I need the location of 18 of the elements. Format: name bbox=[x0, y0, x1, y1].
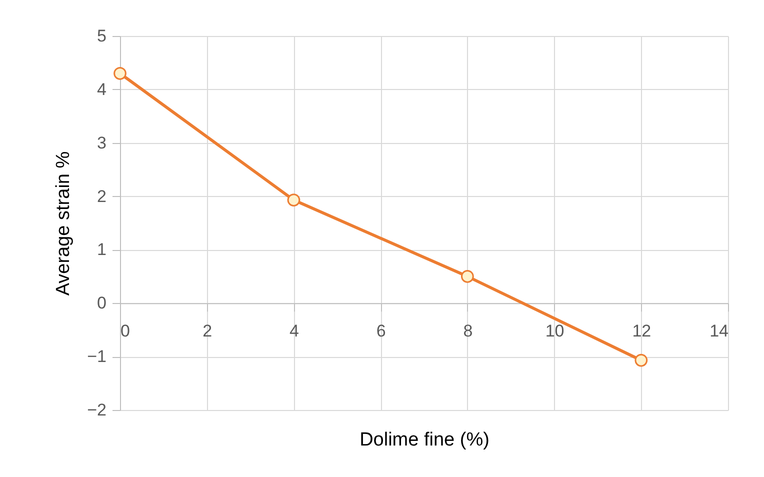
x-tick-label: 8 bbox=[463, 322, 473, 341]
x-tick-label: 12 bbox=[632, 322, 652, 341]
y-tick-label: 4 bbox=[97, 80, 106, 99]
y-tick-label: 3 bbox=[97, 133, 106, 152]
x-tick-label: 6 bbox=[376, 322, 386, 341]
x-tick-label: 2 bbox=[202, 322, 212, 341]
y-tick-label: 0 bbox=[97, 294, 106, 313]
y-tick-label: −2 bbox=[87, 400, 106, 420]
y-axis-title: Average strain % bbox=[53, 151, 74, 296]
y-tick-label: −1 bbox=[87, 347, 106, 366]
y-tick-label: 5 bbox=[97, 26, 106, 46]
x-tick-label: 4 bbox=[289, 322, 299, 341]
y-tick-label: 1 bbox=[97, 240, 106, 260]
x-tick-label: 0 bbox=[120, 322, 130, 341]
x-axis-title: Dolime fine (%) bbox=[360, 430, 490, 450]
x-tick-label: 14 bbox=[710, 322, 728, 341]
x-tick-label: 10 bbox=[545, 322, 564, 341]
y-tick-label: 2 bbox=[97, 186, 106, 206]
